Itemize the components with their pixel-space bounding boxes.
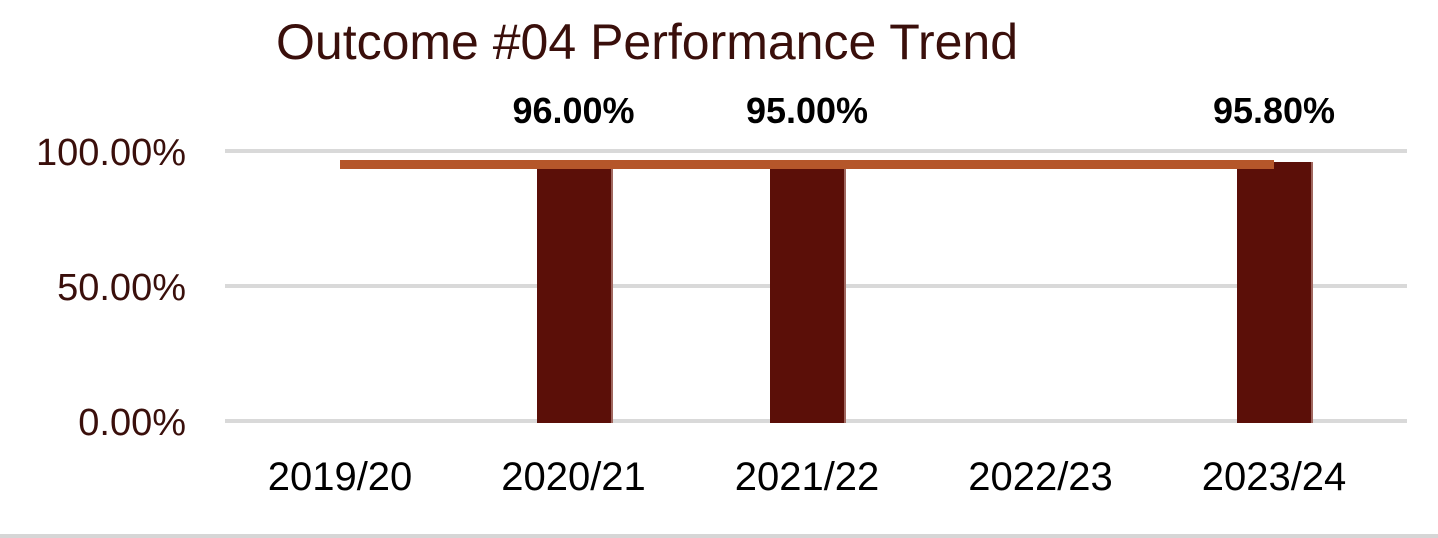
bar: [536, 161, 613, 423]
bar-value-label: 95.80%: [1212, 90, 1336, 131]
x-axis-category-label: 2021/22: [734, 455, 880, 499]
y-axis-tick-label: 100.00%: [35, 132, 186, 174]
bar-value-label: 95.00%: [745, 90, 869, 131]
x-axis-category-label: 2022/23: [968, 455, 1113, 499]
bar: [1237, 162, 1313, 423]
x-axis-category-label: 2020/21: [501, 455, 646, 499]
x-axis-category-label: 2019/20: [267, 455, 413, 499]
y-axis-tick-label: 50.00%: [57, 267, 186, 309]
y-axis-tick-label: 0.00%: [78, 402, 186, 444]
gridline: [225, 149, 1407, 153]
bottom-divider: [0, 534, 1438, 538]
x-axis-category-label: 2023/24: [1201, 455, 1347, 499]
target-line: [340, 160, 1274, 169]
bar: [770, 164, 846, 423]
chart-title: Outcome #04 Performance Trend: [276, 14, 1019, 70]
bar-value-label: 96.00%: [512, 90, 635, 131]
